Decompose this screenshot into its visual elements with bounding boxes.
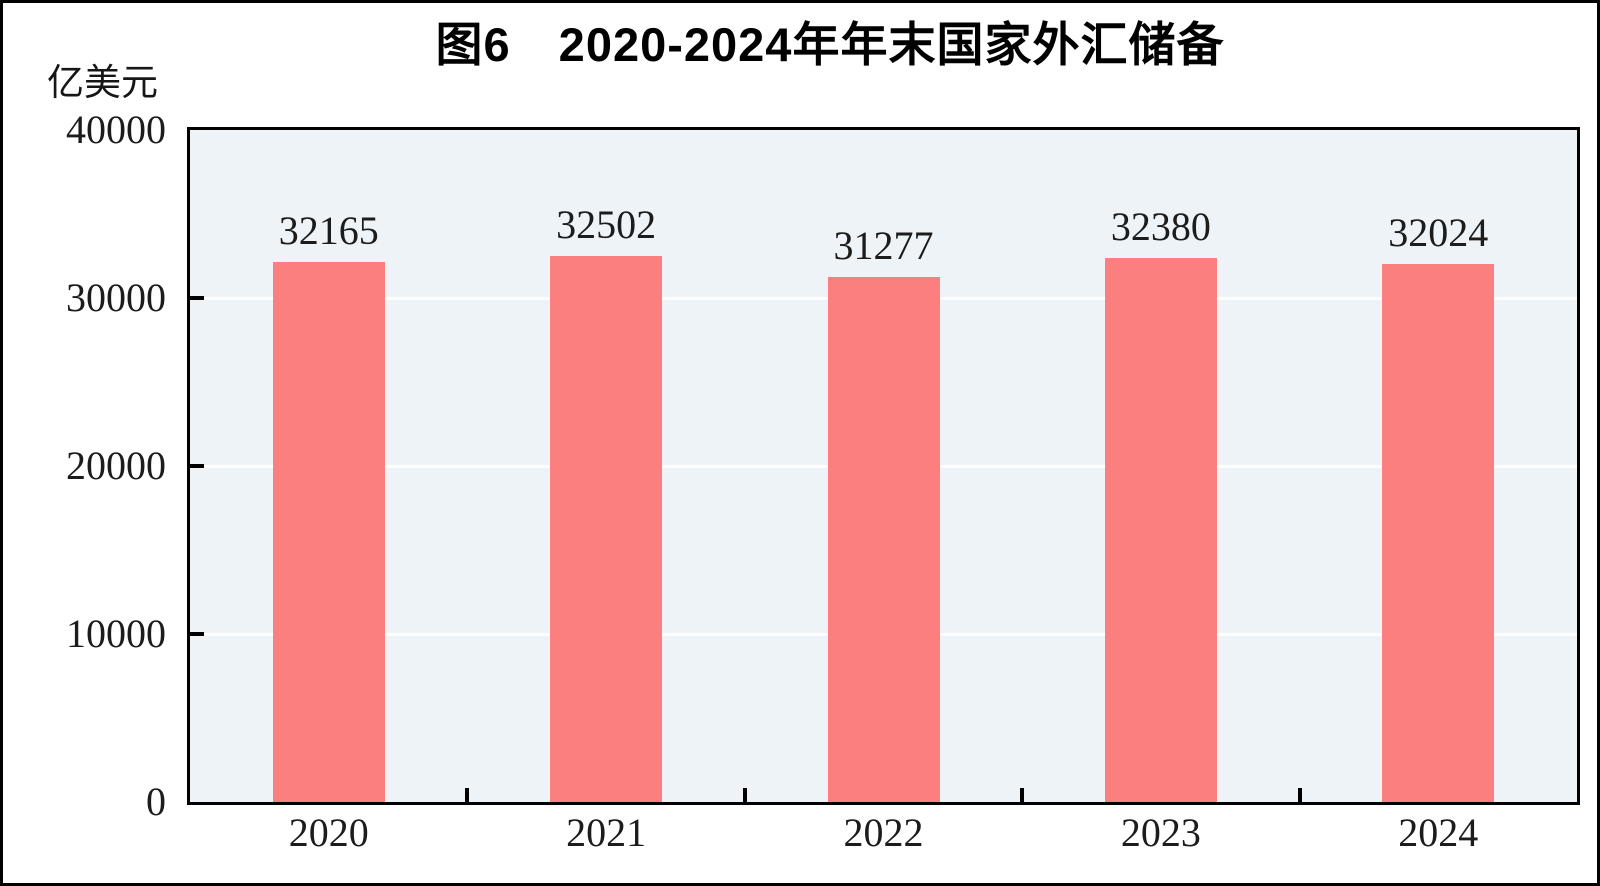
y-axis-tick (190, 296, 204, 300)
bar-value-label: 32165 (278, 207, 379, 253)
bar (827, 276, 940, 802)
y-tick-label: 40000 (66, 107, 166, 152)
chart-title: 图6 2020-2024年年末国家外汇储备 (435, 18, 1225, 71)
y-tick-label: 0 (146, 779, 166, 824)
y-axis-tick (190, 632, 204, 636)
plot-area: 32165 32502 31277 32380 32024 (187, 127, 1580, 805)
x-axis-tick (742, 788, 747, 802)
y-axis-labels: 0 10000 20000 30000 40000 (3, 108, 166, 824)
x-axis-tick (1020, 788, 1025, 802)
y-axis-unit-label: 亿美元 (47, 63, 158, 104)
x-category-label: 2020 (288, 810, 369, 855)
bar (1104, 258, 1217, 802)
y-tick-label: 10000 (66, 611, 166, 656)
x-axis-tick (465, 788, 470, 802)
y-tick-label: 20000 (66, 443, 166, 488)
x-category-label: 2022 (843, 810, 924, 855)
y-axis-tick (190, 464, 204, 468)
bar-value-label: 31277 (833, 222, 934, 268)
bar (1382, 264, 1495, 802)
x-axis-tick (1297, 788, 1302, 802)
bar-value-label: 32380 (1110, 204, 1211, 250)
bar (550, 255, 663, 802)
bar-value-label: 32024 (1388, 210, 1489, 255)
y-tick-label: 30000 (66, 275, 166, 320)
bar (272, 261, 385, 802)
x-category-label: 2023 (1120, 810, 1201, 855)
bar-value-label: 32502 (556, 201, 657, 247)
x-category-label: 2024 (1398, 810, 1479, 855)
x-category-label: 2021 (566, 810, 647, 855)
x-axis-labels: 2020 2021 2022 2023 2024 (187, 811, 1580, 861)
